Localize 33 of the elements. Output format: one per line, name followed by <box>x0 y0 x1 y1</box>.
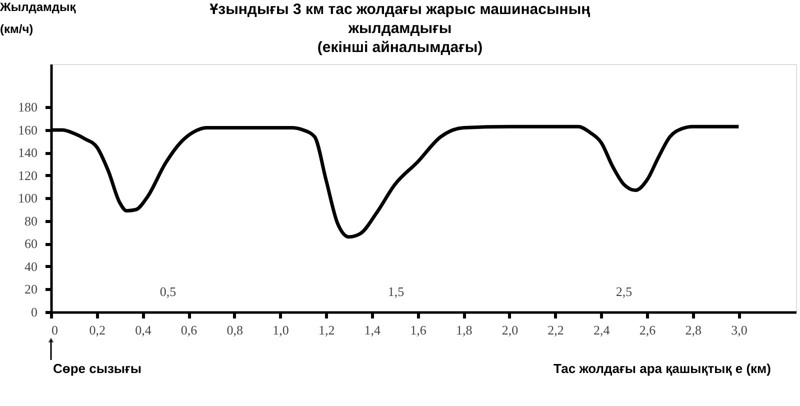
x-tick-label: 1,4 <box>364 322 382 338</box>
chart-title: Ұзындығы 3 км тас жолдағы жарыс машинасының жылдамдығы (екінші айналымдағы) <box>210 1 590 56</box>
y-axis-title: Жылдамдық (км/ч) <box>0 0 76 36</box>
x-tick-label: 2,2 <box>548 322 564 338</box>
x-tick-label: 1,0 <box>272 322 289 338</box>
annotation: 2,5 <box>616 284 632 299</box>
y-tick-label: 100 <box>18 190 38 206</box>
x-tick-label: 1,2 <box>318 322 335 338</box>
x-tick-label: 2,0 <box>502 322 518 338</box>
x-axis-title: Тас жолдағы ара қашықтық е (км) <box>554 361 771 376</box>
x-tick-label: 0,8 <box>226 322 244 338</box>
y-tick-label: 160 <box>18 122 38 138</box>
y-tick-label: 140 <box>18 145 38 160</box>
y-tick-label: 20 <box>24 282 38 297</box>
x-tick-label: 1,6 <box>410 322 427 338</box>
x-tick-label: 2,4 <box>594 322 610 338</box>
annotation: 1,5 <box>388 284 404 299</box>
y-tick-label: 0 <box>31 304 38 320</box>
y-tick-label: 120 <box>18 168 38 183</box>
y-tick-label: 180 <box>18 100 38 115</box>
x-tick-label: 1,8 <box>456 322 472 338</box>
x-tick-label: 3,0 <box>731 322 748 338</box>
y-tick-label: 40 <box>24 258 38 274</box>
x-tick-label: 0,4 <box>135 322 152 338</box>
text: Сөре сызығы <box>53 361 142 376</box>
y-tick-label: 60 <box>24 236 38 252</box>
y-tick-label: 80 <box>24 213 38 228</box>
x-tick-label: 0,6 <box>180 322 198 338</box>
x-tick-label: 2,6 <box>639 322 656 338</box>
x-tick-label: 0,2 <box>89 322 106 338</box>
x-tick-label: 2,8 <box>685 322 702 338</box>
annotation: 0,5 <box>160 284 176 299</box>
x-tick-label: 0 <box>52 322 58 338</box>
